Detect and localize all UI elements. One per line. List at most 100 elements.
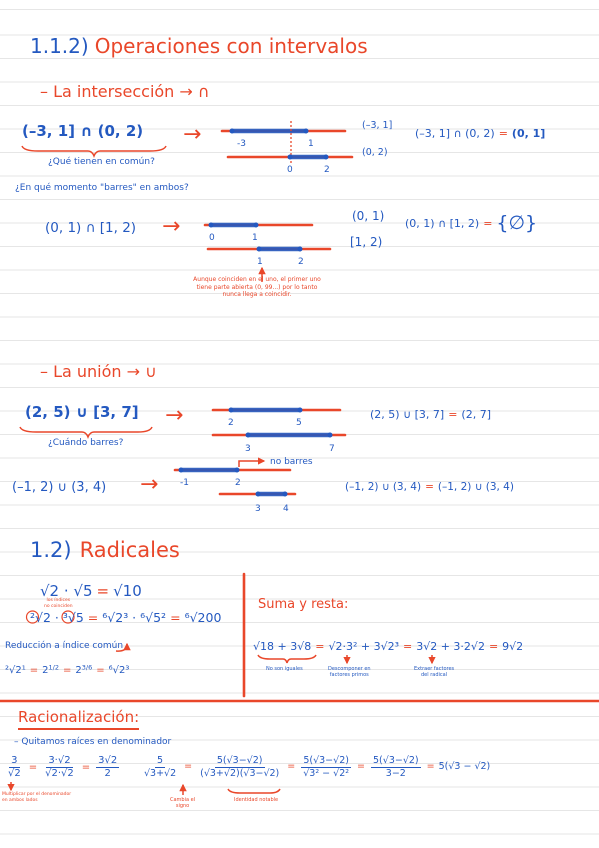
equals-sign: = — [96, 582, 110, 600]
fraction: 5(√3−√2) √3² − √2² — [301, 756, 351, 778]
underline-brace — [257, 654, 317, 664]
power-base: 2 — [42, 665, 49, 676]
right-arrow-icon: → — [162, 214, 181, 239]
power-exponent: 3/6 — [81, 663, 93, 672]
equals-sign: = — [483, 217, 493, 230]
intersection-1-expression: (–3, 1] ∩ (0, 2) — [22, 122, 144, 140]
result-rhs: (0, 1] — [511, 127, 546, 140]
equals-sign: = — [81, 761, 91, 773]
rationalization-2-note: Cambia el signo — [170, 797, 195, 810]
intersection-2-expression: (0, 1) ∩ [1, 2) — [45, 220, 137, 236]
denominator: √2 — [8, 768, 21, 779]
section-number: 1.2) — [30, 538, 72, 562]
rationalization-2-note: Identidad notable — [234, 797, 278, 803]
radical-sum: √18 + 3√8 = √2·3² + 3√2³ = 3√2 + 3·2√2 = 9√2 — [253, 641, 523, 652]
numerator: 3√2 — [96, 755, 120, 768]
note-line: tiene parte abierta (0, 99...) por lo ta… — [196, 283, 318, 291]
numerator: 5(√3−√2) — [371, 755, 421, 768]
interval-label: (0, 2) — [362, 147, 388, 158]
equals-sign: = — [448, 408, 458, 421]
tick-label: 5 — [296, 418, 302, 428]
note-line: Multiplicar por el denominador — [2, 792, 72, 797]
product-rhs: √10 — [113, 582, 142, 600]
denominator: 3−2 — [385, 767, 406, 779]
power-base: 2 — [75, 665, 82, 676]
right-arrow-icon: → — [165, 403, 184, 428]
note-line: los índices — [46, 598, 71, 603]
numerator: 5 — [155, 755, 166, 768]
endpoint-dot — [178, 467, 184, 473]
tick-label: 2 — [298, 257, 304, 267]
right-arrow-icon: → — [183, 122, 202, 147]
endpoint-dot — [228, 407, 234, 413]
expression-part: ²√2 · ³√5 — [30, 610, 84, 625]
note-line: Cambia el — [170, 797, 196, 803]
note-line: signo — [175, 803, 190, 810]
union-heading: – La unión → ∪ — [40, 362, 157, 381]
union-1-result: (2, 5) ∪ [3, 7] = (2, 7] — [370, 409, 491, 420]
expression-part: 9√2 — [502, 640, 524, 653]
section-title: Radicales — [79, 538, 180, 562]
endpoint-dot — [245, 432, 251, 438]
note-line: Aunque coinciden en el uno, el primer un… — [193, 276, 321, 283]
equals-sign: = — [87, 610, 99, 625]
expression-part: ⁶√200 — [184, 610, 222, 625]
intersection-1-question: ¿Qué tienen en común? — [48, 157, 155, 167]
union-1-expression: (2, 5) ∪ [3, 7] — [25, 403, 139, 421]
section-heading: 1.1.2) Operaciones con intervalos — [30, 36, 368, 56]
section-heading: 1.2) Radicales — [30, 540, 180, 561]
sum-note: No son iguales — [266, 666, 303, 672]
fraction: 3 √2 — [6, 756, 23, 779]
power-exponent: 1/2 — [48, 663, 59, 672]
union-2-expression: (–1, 2) ∪ (3, 4) — [12, 480, 107, 495]
result-lhs: (–3, 1] ∩ (0, 2) — [415, 127, 495, 140]
result-rhs: (–1, 2) ∪ (3, 4) — [437, 481, 514, 493]
fraction: 3·√2 √2·√2 — [43, 756, 76, 779]
rationalization-example-2: 5 √3+√2 = 5(√3−√2) (√3+√2)(√3−√2) = 5(√3−√… — [140, 756, 490, 778]
section-number: 1.1.2) — [30, 34, 89, 58]
endpoint-dot — [234, 467, 240, 473]
endpoint-dot — [208, 222, 214, 228]
union-1-question: ¿Cuándo barres? — [48, 438, 124, 448]
radical-index-product: ²√2 · ³√5 = ⁶√2³ · ⁶√5² = ⁶√200 — [30, 610, 222, 625]
note-line: No son iguales — [266, 666, 303, 672]
expression-part: √2·3² + 3√2³ — [328, 640, 399, 653]
intersection-question: ¿En qué momento "barres" en ambos? — [15, 183, 189, 193]
tick-label: 3 — [245, 444, 251, 454]
tick-label: 2 — [235, 478, 241, 488]
expression-part: 3√2 + 3·2√2 — [416, 640, 485, 653]
tick-label: -3 — [237, 139, 246, 149]
underline-brace — [21, 145, 167, 159]
numerator: 5(√3−√2) — [301, 755, 351, 768]
expression-part: ⁶√2³ · ⁶√5² — [102, 610, 167, 625]
underline-brace — [19, 426, 153, 440]
reduction-label: Reducción a índice común — [5, 641, 124, 651]
tick-label: 0 — [287, 165, 293, 175]
rationalization-example-1: 3 √2 = 3·√2 √2·√2 = 3√2 2 — [4, 756, 121, 779]
expression-part: ⁶√2³ — [108, 665, 130, 676]
endpoint-dot — [282, 491, 288, 497]
underline-brace — [227, 788, 281, 794]
denominator: (√3+√2)(√3−√2) — [200, 767, 280, 779]
intersection-heading: – La intersección → ∩ — [40, 82, 210, 101]
right-arrow-icon: → — [140, 472, 159, 497]
expression-part: √18 + 3√8 — [253, 640, 312, 653]
note-line: no coinciden — [44, 603, 73, 609]
note-line: factores primos — [329, 672, 369, 679]
equals-sign: = — [488, 640, 499, 653]
result-rhs: (2, 7] — [461, 408, 491, 421]
product-lhs: √2 · √5 — [40, 582, 93, 600]
tick-label: 0 — [209, 233, 215, 243]
interval-label: (–3, 1] — [362, 120, 393, 131]
endpoint-dot — [297, 246, 303, 252]
note-line: Extraer factores — [414, 666, 455, 672]
note-line: nunca llega a coincidir. — [222, 291, 292, 298]
rationalization-result: 5(√3 − √2) — [438, 761, 491, 773]
denominator: √2·√2 — [45, 768, 74, 779]
fraction: 3√2 2 — [96, 755, 120, 779]
denominator: 2 — [104, 768, 111, 779]
equals-sign: = — [184, 761, 193, 773]
numerator: 5(√3−√2) — [214, 755, 265, 768]
section-title: Operaciones con intervalos — [94, 34, 368, 58]
equals-sign: = — [315, 640, 325, 653]
